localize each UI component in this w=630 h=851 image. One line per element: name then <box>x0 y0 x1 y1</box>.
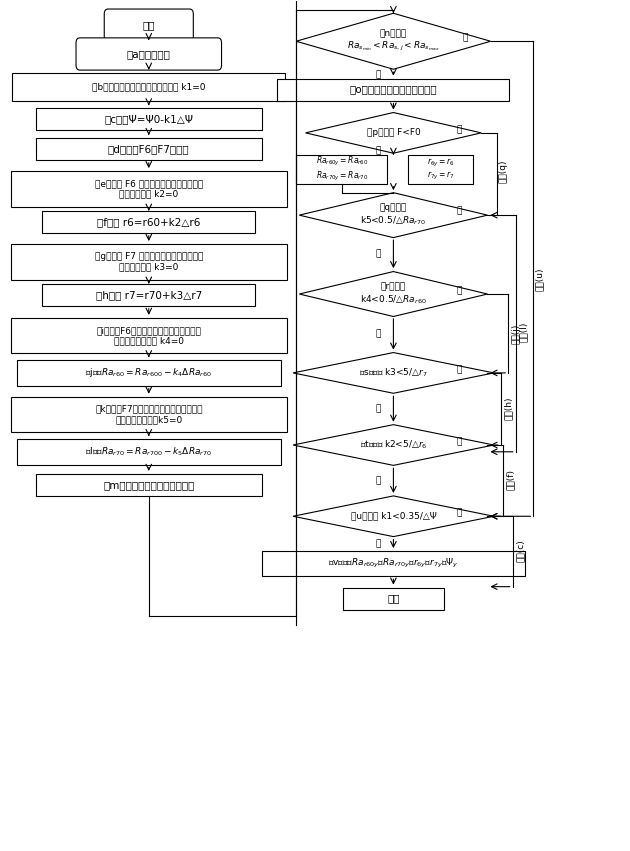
Bar <box>17 439 280 465</box>
Bar <box>36 108 261 130</box>
Text: 是: 是 <box>375 70 381 79</box>
Text: （u）判断 k1<0.35/△Ψ: （u）判断 k1<0.35/△Ψ <box>350 511 437 521</box>
Text: 步骤(q): 步骤(q) <box>499 159 508 183</box>
Polygon shape <box>296 14 491 69</box>
Text: （b）设定各初始值及寻优步长，令 k1=0: （b）设定各初始值及寻优步长，令 k1=0 <box>92 83 205 92</box>
Text: （a）参数收集: （a）参数收集 <box>127 49 171 59</box>
Text: （e）设定 F6 机架上机工作辊辊面硬度及
寻优步长，令 k2=0: （e）设定 F6 机架上机工作辊辊面硬度及 寻优步长，令 k2=0 <box>94 180 203 198</box>
Text: （l）令$Ra_{r70}=Ra_{r700}-k_5\Delta Ra_{r70}$: （l）令$Ra_{r70}=Ra_{r700}-k_5\Delta Ra_{r7… <box>85 446 212 458</box>
Text: $Ra_{r60y}=Ra_{r60}$
$Ra_{r70y}=Ra_{r70}$: $Ra_{r60y}=Ra_{r60}$ $Ra_{r70y}=Ra_{r70}… <box>316 156 368 183</box>
Bar <box>297 155 387 184</box>
Text: 否: 否 <box>375 476 381 485</box>
Polygon shape <box>293 496 494 537</box>
Text: 步骤(f): 步骤(f) <box>506 469 515 490</box>
Text: （c）令Ψ=Ψ0-k1△Ψ: （c）令Ψ=Ψ0-k1△Ψ <box>105 114 193 124</box>
Text: （r）判断
k4<0.5/△$Ra_{r60}$: （r）判断 k4<0.5/△$Ra_{r60}$ <box>360 283 427 306</box>
Text: 是: 是 <box>457 437 462 446</box>
Text: （i）设定F6机架上机工作辊原始表面粗糙
度及寻优步长，令 k4=0: （i）设定F6机架上机工作辊原始表面粗糙 度及寻优步长，令 k4=0 <box>96 326 201 346</box>
Text: 是: 是 <box>457 207 462 215</box>
Text: 否: 否 <box>375 329 381 339</box>
FancyBboxPatch shape <box>76 37 222 70</box>
Polygon shape <box>306 112 481 153</box>
Polygon shape <box>293 352 494 393</box>
Text: 是: 是 <box>457 365 462 374</box>
Bar <box>42 211 255 233</box>
Text: 步骤(l): 步骤(l) <box>518 322 528 342</box>
Text: 否: 否 <box>375 539 381 548</box>
Text: （s）判断 k3<5/△$r_7$: （s）判断 k3<5/△$r_7$ <box>359 367 428 380</box>
Bar <box>17 360 280 386</box>
Text: （q）判断
k5<0.5/△$Ra_{r70}$: （q）判断 k5<0.5/△$Ra_{r70}$ <box>360 203 427 226</box>
Bar <box>343 587 444 609</box>
Text: 结束: 结束 <box>387 593 399 603</box>
Text: （m）计算出口带钢表面粗糙度: （m）计算出口带钢表面粗糙度 <box>103 480 195 490</box>
FancyBboxPatch shape <box>104 9 193 41</box>
Bar <box>36 474 261 496</box>
Text: （t）判断 k2<5/△$r_6$: （t）判断 k2<5/△$r_6$ <box>360 439 427 451</box>
Text: 是: 是 <box>375 146 381 155</box>
Text: 否: 否 <box>375 404 381 413</box>
Text: $r_{6y}=r_6$
$r_{7y}=r_7$: $r_{6y}=r_6$ $r_{7y}=r_7$ <box>427 157 454 182</box>
Text: 否: 否 <box>463 33 468 43</box>
Text: 否: 否 <box>457 125 462 134</box>
Text: （o）计算粗糙度控制目标函数: （o）计算粗糙度控制目标函数 <box>350 84 437 94</box>
Bar <box>11 397 287 432</box>
Bar <box>11 244 287 280</box>
Text: 是: 是 <box>457 508 462 517</box>
Text: （p）判断 F<F0: （p）判断 F<F0 <box>367 129 420 137</box>
Text: 步骤(h): 步骤(h) <box>503 397 513 420</box>
Polygon shape <box>299 271 488 317</box>
Polygon shape <box>293 425 494 465</box>
Text: （k）设定F7机架上机工作辊原始表面粗糙
度及寻优步长，令k5=0: （k）设定F7机架上机工作辊原始表面粗糙 度及寻优步长，令k5=0 <box>95 405 202 424</box>
Text: （n）判断
$Ra_{s_{min}}<Ra_{s,j}<Ra_{s_{max}}$: （n）判断 $Ra_{s_{min}}<Ra_{s,j}<Ra_{s_{max}… <box>347 29 440 54</box>
Text: （v）输出$Ra_{r60y}$、$Ra_{r70y}$、$r_{6y}$、$r_{7y}$、$\Psi_y$: （v）输出$Ra_{r60y}$、$Ra_{r70y}$、$r_{6y}$、$r… <box>328 557 459 570</box>
Text: （d）计算F6、F7轧制力: （d）计算F6、F7轧制力 <box>108 144 190 154</box>
Text: 否: 否 <box>375 249 381 259</box>
Bar <box>408 155 473 184</box>
Text: 步骤(j): 步骤(j) <box>511 323 520 344</box>
Bar <box>11 171 287 207</box>
Bar <box>11 317 287 353</box>
Text: 开始: 开始 <box>142 20 155 30</box>
Text: （j）令$Ra_{r60}=Ra_{r600}-k_4\Delta Ra_{r60}$: （j）令$Ra_{r60}=Ra_{r600}-k_4\Delta Ra_{r6… <box>85 367 212 380</box>
Bar <box>13 73 285 101</box>
Polygon shape <box>299 192 488 237</box>
Bar <box>277 78 510 100</box>
Text: （h）令 r7=r70+k3△r7: （h）令 r7=r70+k3△r7 <box>96 290 202 300</box>
Text: 步骤(c): 步骤(c) <box>515 540 525 563</box>
Bar <box>42 284 255 306</box>
Text: 是: 是 <box>457 286 462 295</box>
Bar <box>36 138 261 160</box>
Text: （f）令 r6=r60+k2△r6: （f）令 r6=r60+k2△r6 <box>97 217 200 227</box>
Text: 步骤(u): 步骤(u) <box>535 267 544 290</box>
Text: （g）设定 F7 机架上机工作辊辊面硬度及
寻优步长，令 k3=0: （g）设定 F7 机架上机工作辊辊面硬度及 寻优步长，令 k3=0 <box>94 252 203 271</box>
Bar <box>261 551 525 576</box>
